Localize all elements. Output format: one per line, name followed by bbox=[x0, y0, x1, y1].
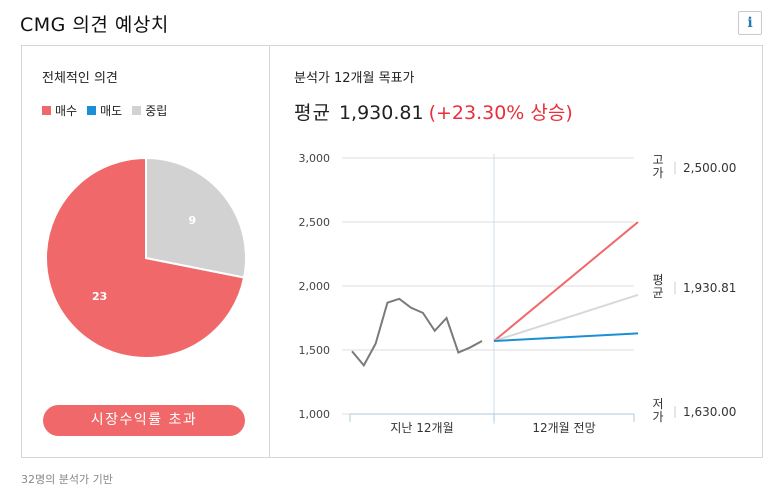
average-target-line: 평균 1,930.81 (+23.30% 상승) bbox=[294, 98, 573, 125]
legend-label-buy: 매수 bbox=[55, 104, 78, 118]
pie-slice-label: 23 bbox=[92, 290, 107, 303]
projection-line bbox=[493, 293, 639, 342]
overall-opinion-title: 전체적인 의견 bbox=[42, 71, 118, 86]
legend-item-buy: 매수 bbox=[42, 102, 77, 119]
x-section-label: 지난 12개월 bbox=[390, 421, 453, 435]
average-label: 평균 bbox=[294, 102, 331, 124]
info-icon[interactable]: i bbox=[738, 11, 762, 35]
projection-line bbox=[493, 221, 639, 342]
pie-slice bbox=[145, 156, 247, 279]
pie-legend: 매수 매도 중립 bbox=[42, 102, 167, 119]
panel-divider bbox=[269, 46, 270, 457]
average-value: 1,930.81 bbox=[338, 102, 424, 124]
pie-chart: 23 9 bbox=[45, 156, 247, 359]
projection-name-label: 가 bbox=[652, 410, 663, 424]
projection-value-label: 1,930.81 bbox=[683, 281, 736, 295]
legend-swatch-hold bbox=[132, 106, 142, 115]
target-price-title: 분석가 12개월 목표가 bbox=[294, 71, 415, 86]
legend-swatch-sell bbox=[87, 106, 97, 115]
projection-value-label: 1,630.00 bbox=[683, 405, 736, 419]
projection-line bbox=[493, 332, 639, 343]
page-title: CMG 의견 예상치 bbox=[20, 14, 169, 36]
target-price-chart: 3,000 2,500 2,000 1,500 1,000 지난 12개월 12개월 전망 고… bbox=[299, 152, 737, 435]
y-tick-label: 1,500 bbox=[299, 344, 331, 357]
projection-name-label: 저 bbox=[652, 397, 663, 411]
y-tick-label: 1,000 bbox=[299, 408, 331, 421]
analyst-count-note: 32명의 분석가 기반 bbox=[21, 473, 113, 486]
projection-value-label: 2,500.00 bbox=[683, 161, 736, 175]
legend-item-sell: 매도 bbox=[87, 102, 122, 119]
y-tick-label: 3,000 bbox=[299, 152, 331, 165]
average-change: (+23.30% 상승) bbox=[428, 102, 573, 124]
projection-name-label: 고 bbox=[652, 153, 663, 167]
y-tick-label: 2,000 bbox=[299, 280, 331, 293]
x-section-label: 12개월 전망 bbox=[532, 421, 595, 435]
legend-label-sell: 매도 bbox=[100, 104, 123, 118]
legend-item-hold: 중립 bbox=[132, 102, 167, 119]
legend-label-hold: 중립 bbox=[145, 104, 168, 118]
opinion-panel: 전체적인 의견 매수 매도 중립 23 9 시장수익률 초과 분석가 12개월 목… bbox=[21, 45, 763, 458]
projection-name-label: 균 bbox=[652, 286, 663, 300]
legend-swatch-buy bbox=[42, 106, 51, 115]
projection-name-label: 가 bbox=[652, 166, 663, 180]
y-tick-label: 2,500 bbox=[299, 216, 331, 229]
projection-name-label: 평 bbox=[652, 273, 663, 287]
history-price-line bbox=[351, 297, 483, 368]
outperform-rating-button[interactable]: 시장수익률 초과 bbox=[43, 405, 245, 436]
pie-slice-label: 9 bbox=[189, 214, 197, 227]
